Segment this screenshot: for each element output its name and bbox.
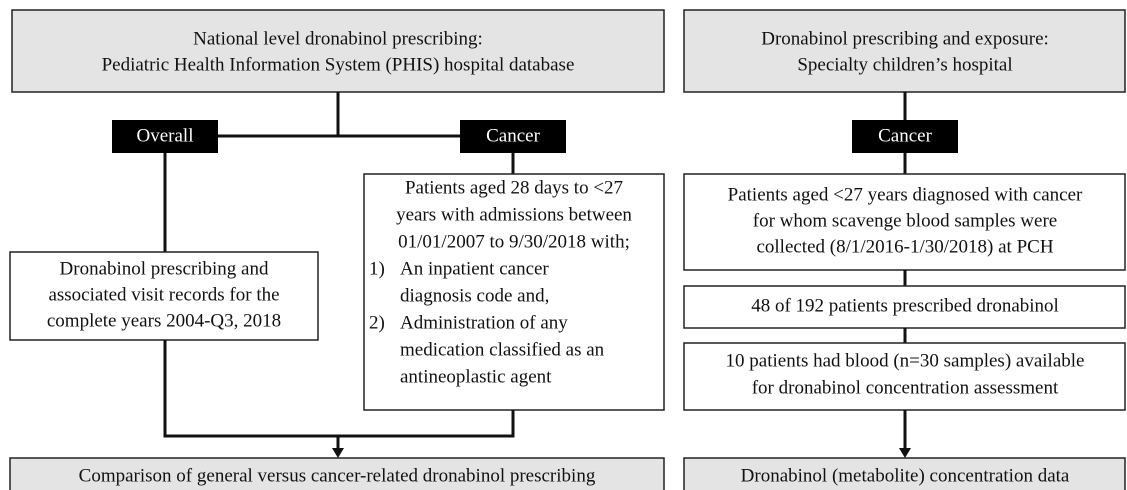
step-box xyxy=(683,173,1126,271)
item-line: diagnosis code and, xyxy=(400,285,549,306)
result-box xyxy=(683,457,1126,490)
box-line: years with admissions between xyxy=(396,204,632,225)
cancer-box xyxy=(363,173,665,411)
branch-label: Overall xyxy=(137,125,194,146)
item-number: 1) xyxy=(369,258,385,279)
box-line: 10 patients had blood (n=30 samples) ava… xyxy=(726,350,1085,371)
branch-label-bg xyxy=(460,120,566,153)
national-title-box xyxy=(11,9,665,93)
item-number: 2) xyxy=(369,312,385,333)
step-box xyxy=(683,285,1126,329)
box-line: 48 of 192 patients prescribed dronabinol xyxy=(751,295,1059,316)
box-line: collected (8/1/2016-1/30/2018) at PCH xyxy=(756,236,1053,257)
result-text: Dronabinol (metabolite) concentration da… xyxy=(741,465,1070,486)
box-line: for whom scavenge blood samples were xyxy=(753,210,1057,231)
title-line: National level dronabinol prescribing: xyxy=(193,28,483,49)
item-line: Administration of any xyxy=(400,312,568,333)
box-line: Patients aged 28 days to <27 xyxy=(405,177,623,198)
branch-label: Cancer xyxy=(486,125,540,146)
box-line: Dronabinol prescribing and xyxy=(60,258,269,279)
branch-label-bg xyxy=(852,120,958,153)
title-line: Pediatric Health Information System (PHI… xyxy=(102,54,575,75)
box-line: associated visit records for the xyxy=(48,284,279,305)
item-line: medication classified as an xyxy=(400,339,605,360)
specialty-title-box xyxy=(683,9,1126,93)
box-line: complete years 2004-Q3, 2018 xyxy=(47,310,281,331)
title-line: Dronabinol prescribing and exposure: xyxy=(761,28,1049,49)
box-line: Patients aged <27 years diagnosed with c… xyxy=(728,184,1083,205)
box-line: for dronabinol concentration assessment xyxy=(752,377,1059,398)
title-line: Specialty children’s hospital xyxy=(797,54,1012,75)
arrowhead xyxy=(899,448,911,458)
branch-label-bg xyxy=(112,120,218,153)
branch-label: Cancer xyxy=(878,125,932,146)
result-box xyxy=(9,457,665,490)
arrowhead xyxy=(332,448,344,458)
item-line: antineoplastic agent xyxy=(400,366,552,387)
box-line: 01/01/2007 to 9/30/2018 with; xyxy=(398,231,630,252)
overall-box xyxy=(9,251,319,341)
result-text: Comparison of general versus cancer-rela… xyxy=(79,465,596,486)
step-box xyxy=(683,342,1126,411)
item-line: An inpatient cancer xyxy=(400,258,549,279)
